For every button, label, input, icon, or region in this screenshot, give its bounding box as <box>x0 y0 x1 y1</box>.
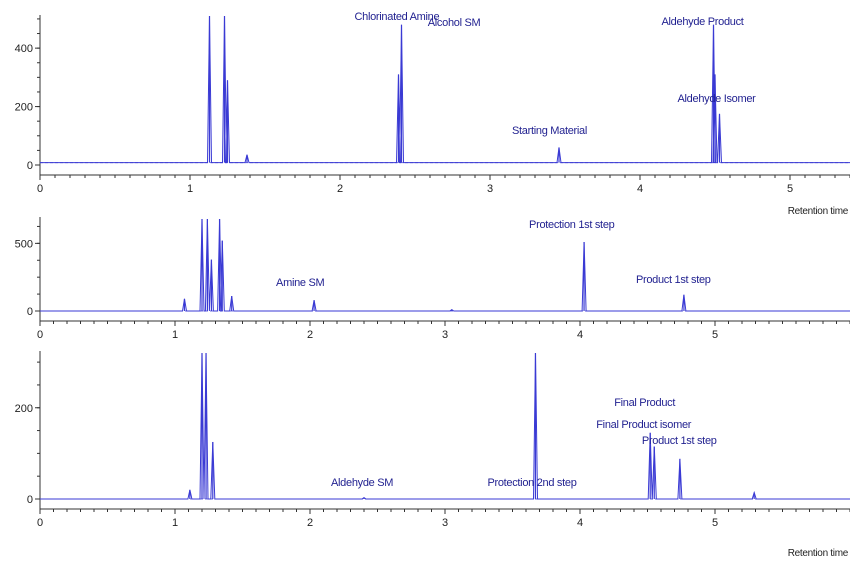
chromatogram-panel-3: 0 200 0 1 2 3 4 5 Aldehyde SM Protection 2nd step… <box>15 351 850 559</box>
x-tick-label: 4 <box>637 183 643 195</box>
peak-label: Product 1st step <box>636 274 711 286</box>
x-tick-label: 0 <box>37 183 43 195</box>
x-tick-label: 3 <box>487 183 493 195</box>
peak-label: Protection 2nd step <box>487 477 576 489</box>
x-tick-label: 5 <box>712 517 718 529</box>
x-axis-title: Retention time <box>788 206 849 217</box>
y-tick-label: 0 <box>27 160 33 172</box>
x-axis-title: Retention time <box>788 548 849 559</box>
x-tick-label: 0 <box>37 517 43 529</box>
x-tick-label: 2 <box>307 517 313 529</box>
y-tick-label: 200 <box>15 403 33 415</box>
chromatogram-panel-1: 0 200 400 0 1 2 3 4 5 Chlorinated Amine Starting M… <box>15 11 850 217</box>
peak-label: Aldehyde Product <box>662 16 744 28</box>
peak-label: Chlorinated Amine <box>355 11 440 23</box>
x-tick-label: 2 <box>337 183 343 195</box>
x-tick-label: 4 <box>577 329 583 341</box>
x-tick-label: 1 <box>172 517 178 529</box>
peak-label: Alcohol SM <box>428 17 481 29</box>
chromatogram-trace <box>40 16 850 163</box>
chromatogram-trace <box>40 219 850 311</box>
x-tick-label: 5 <box>712 329 718 341</box>
x-tick-label: 5 <box>787 183 793 195</box>
y-tick-label: 0 <box>27 306 33 318</box>
peak-label: Amine SM <box>276 277 324 289</box>
x-tick-label: 1 <box>187 183 193 195</box>
chromatogram-trace <box>40 353 850 499</box>
peak-label: Final Product <box>614 397 675 409</box>
y-tick-label: 400 <box>15 43 33 55</box>
x-tick-label: 3 <box>442 517 448 529</box>
x-tick-label: 3 <box>442 329 448 341</box>
y-tick-label: 0 <box>27 494 33 506</box>
peak-label: Protection 1st step <box>529 219 615 231</box>
x-tick-label: 2 <box>307 329 313 341</box>
peak-label: Starting Material <box>512 125 587 137</box>
peak-label: Aldehyde SM <box>331 477 393 489</box>
peak-label: Aldehyde Isomer <box>678 93 757 105</box>
y-tick-label: 500 <box>15 238 33 250</box>
y-tick-label: 200 <box>15 102 33 114</box>
x-tick-label: 0 <box>37 329 43 341</box>
x-tick-label: 4 <box>577 517 583 529</box>
x-tick-label: 1 <box>172 329 178 341</box>
peak-label: Product 1st step <box>642 435 717 447</box>
peak-label: Final Product isomer <box>596 419 692 431</box>
